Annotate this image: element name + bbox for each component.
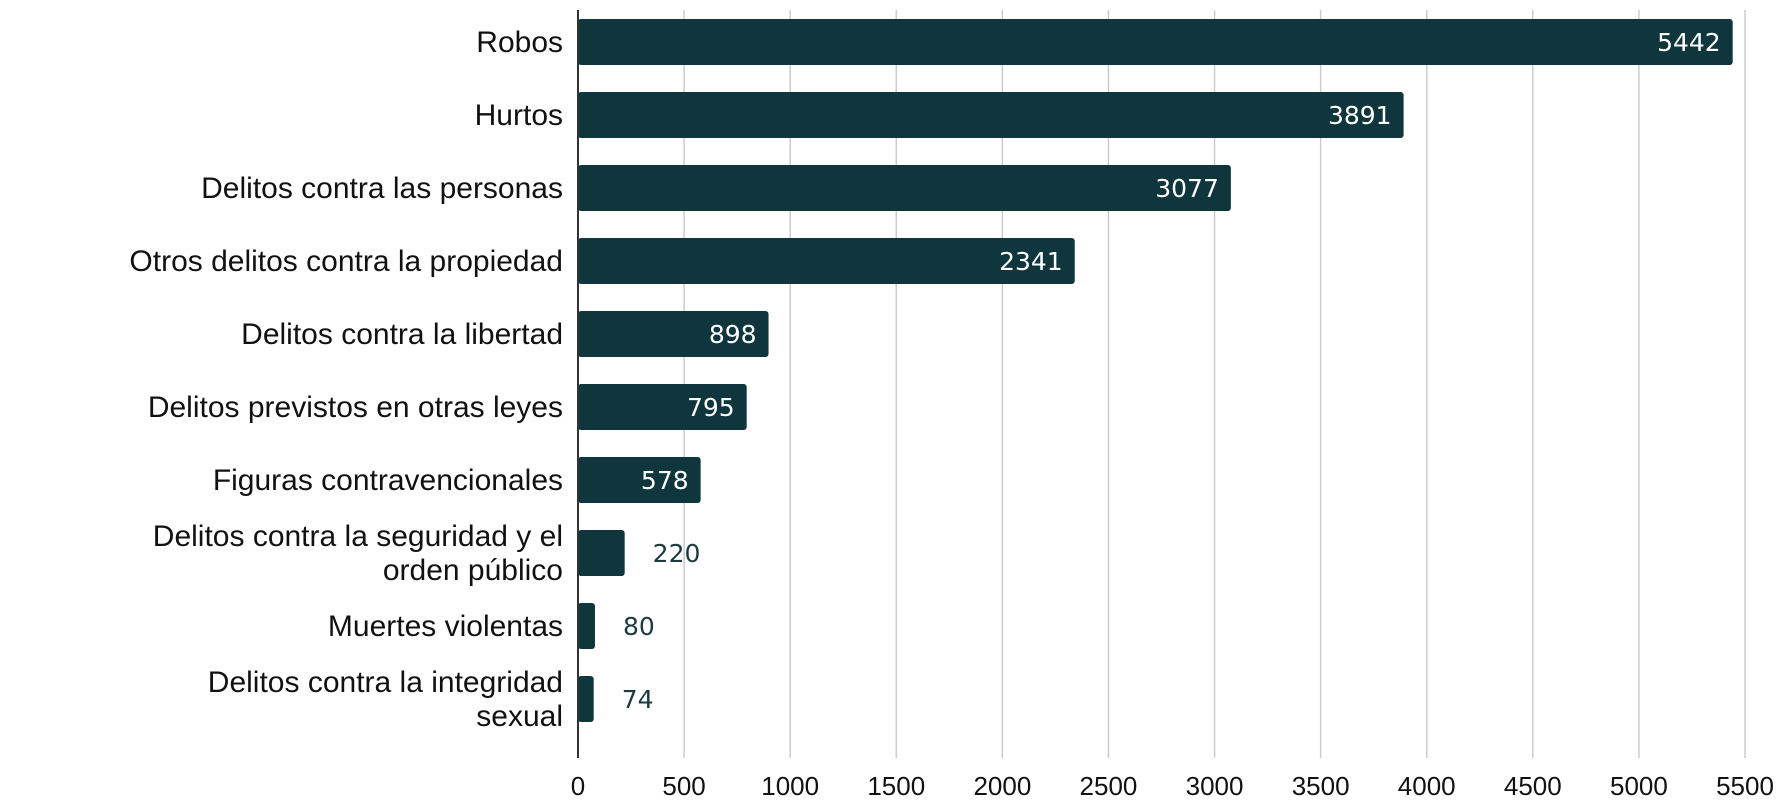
category-label-line: Muertes violentas (328, 610, 563, 643)
bar (578, 603, 595, 649)
category-label-line: Delitos contra la seguridad y el (153, 520, 563, 553)
category-label-line: Robos (476, 26, 563, 59)
x-tick-label: 500 (662, 771, 705, 800)
category-label: Delitos contra la integridad sexual (208, 666, 563, 733)
x-tick-label: 5000 (1610, 771, 1668, 800)
category-label: Delitos previstos en otras leyes (148, 391, 563, 424)
x-tick-label: 1000 (761, 771, 819, 800)
data-label: 898 (709, 320, 757, 349)
bar (578, 384, 747, 430)
data-label: 2341 (999, 247, 1063, 276)
category-label: Otros delitos contra la propiedad (129, 245, 563, 278)
bar (578, 92, 1404, 138)
category-label: Hurtos (475, 99, 563, 132)
bar (578, 19, 1733, 65)
category-labels: Robos Hurtos Delitos contra las personas Ot… (129, 26, 563, 733)
x-tick-label: 3000 (1186, 771, 1244, 800)
data-label: 3077 (1155, 174, 1219, 203)
category-label-line: Hurtos (475, 99, 563, 132)
data-label: 74 (622, 685, 654, 714)
bar (578, 165, 1231, 211)
category-label: Figuras contravencionales (213, 464, 563, 497)
data-label: 220 (653, 539, 701, 568)
category-label-line: Otros delitos contra la propiedad (129, 245, 563, 278)
data-label: 3891 (1328, 101, 1392, 130)
x-tick-label: 1500 (867, 771, 925, 800)
x-tick-label: 2500 (1080, 771, 1138, 800)
bar (578, 457, 701, 503)
x-tick-label: 4500 (1504, 771, 1562, 800)
bar (578, 676, 594, 722)
category-label: Robos (476, 26, 563, 59)
category-label-line: Delitos contra las personas (201, 172, 563, 205)
category-label: Delitos contra la libertad (241, 318, 563, 351)
x-tick-label: 4000 (1398, 771, 1456, 800)
bar (578, 238, 1075, 284)
x-tick-label: 0 (571, 771, 585, 800)
data-label: 578 (641, 466, 689, 495)
category-label-line: Delitos contra la integridad (208, 666, 563, 699)
x-tick-label: 3500 (1292, 771, 1350, 800)
x-tick-labels: 0 500 1000 1500 2000 2500 3000 3500 4000 4500 5000… (571, 771, 1774, 800)
category-label-line: Figuras contravencionales (213, 464, 563, 497)
data-label: 795 (687, 393, 735, 422)
category-label-line: Delitos previstos en otras leyes (148, 391, 563, 424)
data-labels: 5442 3891 3077 2341 898 795 578 220 80 74 (622, 28, 1721, 714)
data-label: 80 (623, 612, 655, 641)
data-label: 5442 (1657, 28, 1721, 57)
category-label: Muertes violentas (328, 610, 563, 643)
bar (578, 530, 625, 576)
x-tick-label: 5500 (1716, 771, 1774, 800)
category-label: Delitos contra las personas (201, 172, 563, 205)
category-label-line: sexual (476, 700, 563, 733)
bar (578, 311, 769, 357)
category-label-line: Delitos contra la libertad (241, 318, 563, 351)
category-label: Delitos contra la seguridad y el orden pú… (153, 520, 563, 587)
bars (578, 19, 1733, 722)
x-tick-label: 2000 (973, 771, 1031, 800)
category-label-line: orden público (383, 554, 563, 587)
